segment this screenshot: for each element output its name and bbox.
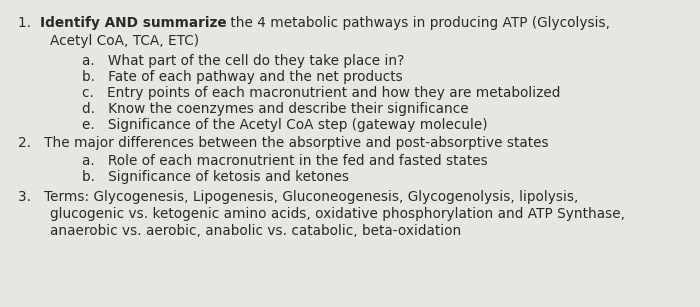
Text: a.   What part of the cell do they take place in?: a. What part of the cell do they take pl…	[82, 54, 405, 68]
Text: 1.: 1.	[18, 16, 40, 30]
Text: glucogenic vs. ketogenic amino acids, oxidative phosphorylation and ATP Synthase: glucogenic vs. ketogenic amino acids, ox…	[50, 207, 625, 221]
Text: d.   Know the coenzymes and describe their significance: d. Know the coenzymes and describe their…	[82, 102, 468, 116]
Text: e.   Significance of the Acetyl CoA step (gateway molecule): e. Significance of the Acetyl CoA step (…	[82, 118, 488, 132]
Text: 3.   Terms: Glycogenesis, Lipogenesis, Gluconeogenesis, Glycogenolysis, lipolysi: 3. Terms: Glycogenesis, Lipogenesis, Glu…	[18, 190, 578, 204]
Text: the 4 metabolic pathways in producing ATP (Glycolysis,: the 4 metabolic pathways in producing AT…	[226, 16, 610, 30]
Text: b.   Significance of ketosis and ketones: b. Significance of ketosis and ketones	[82, 170, 349, 184]
Text: a.   Role of each macronutrient in the fed and fasted states: a. Role of each macronutrient in the fed…	[82, 154, 488, 168]
Text: b.   Fate of each pathway and the net products: b. Fate of each pathway and the net prod…	[82, 70, 402, 84]
Text: anaerobic vs. aerobic, anabolic vs. catabolic, beta-oxidation: anaerobic vs. aerobic, anabolic vs. cata…	[50, 224, 461, 238]
Text: c.   Entry points of each macronutrient and how they are metabolized: c. Entry points of each macronutrient an…	[82, 86, 561, 100]
Text: 2.   The major differences between the absorptive and post-absorptive states: 2. The major differences between the abs…	[18, 136, 549, 150]
Text: Identify AND summarize: Identify AND summarize	[40, 16, 226, 30]
Text: Acetyl CoA, TCA, ETC): Acetyl CoA, TCA, ETC)	[50, 34, 199, 48]
